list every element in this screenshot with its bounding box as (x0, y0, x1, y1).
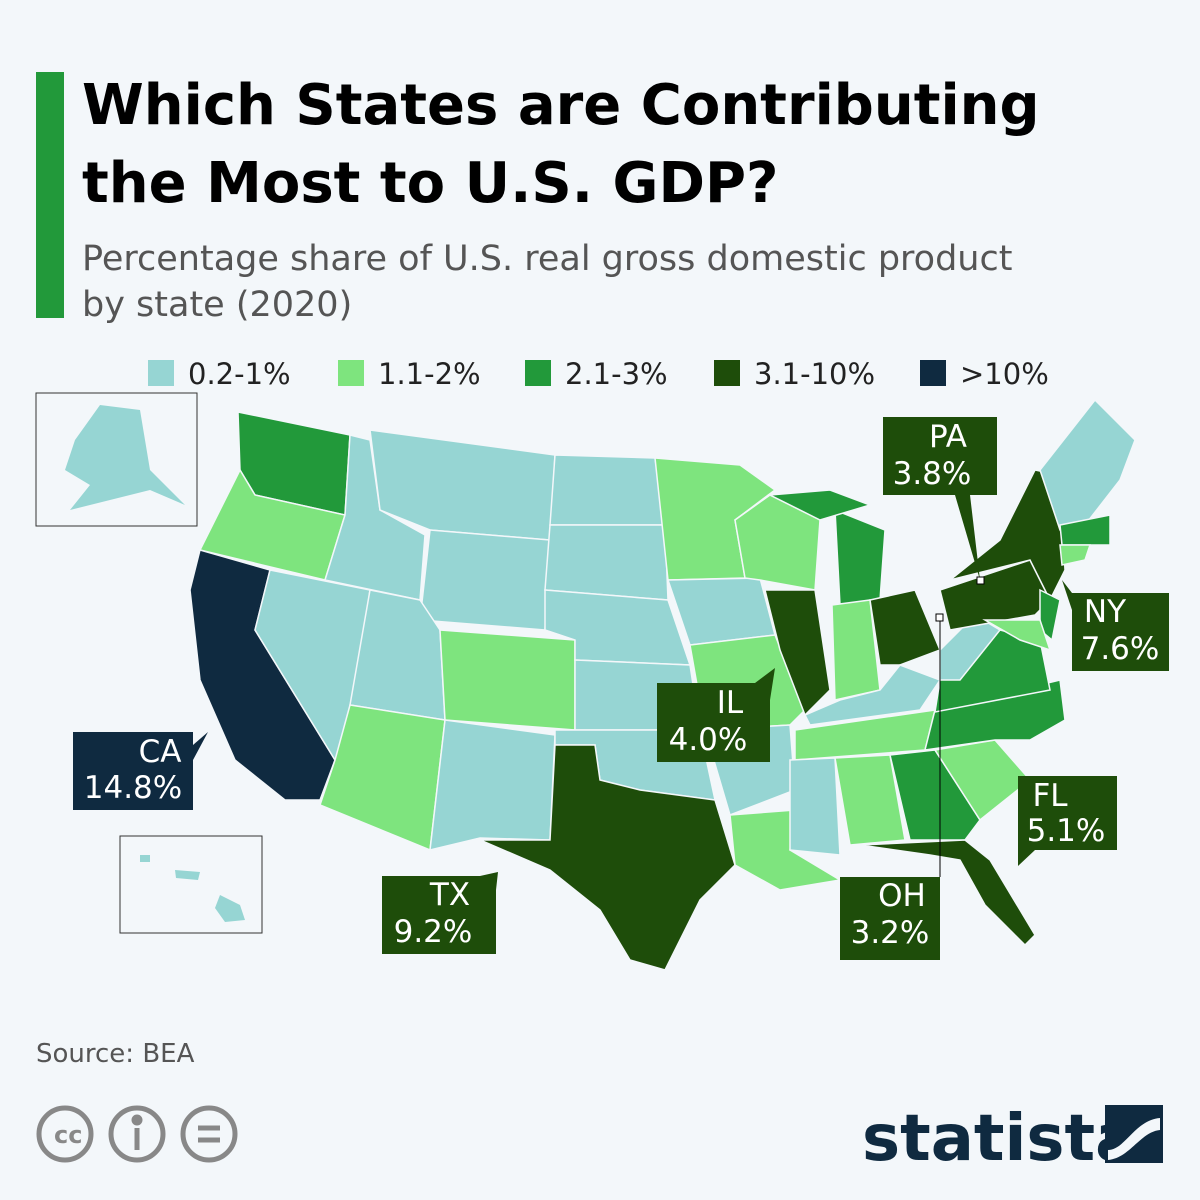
brand: statista (862, 1102, 1138, 1176)
callout-box (382, 872, 498, 954)
callout-box (657, 668, 775, 762)
callout-value: 14.8% (84, 770, 182, 806)
alaska-inset (35, 392, 198, 527)
nd-icon (180, 1105, 238, 1163)
title: the Most to U.S. GDP? (82, 151, 778, 216)
source: Source: BEA (36, 1039, 195, 1069)
subtitle: by state (2020) (82, 285, 352, 325)
accent-bar (36, 72, 64, 318)
legend-label: 2.1-3% (565, 357, 668, 391)
callout-value: 5.1% (1027, 813, 1106, 849)
state (1039, 588, 1061, 642)
callout: PA 3.8% (883, 417, 997, 585)
callout-pointer (935, 613, 944, 622)
state (889, 749, 981, 841)
state (65, 405, 185, 510)
legend-label: 1.1-2% (378, 357, 481, 391)
license-icons (36, 1105, 238, 1163)
state (869, 589, 941, 666)
callout-value: 4.0% (669, 722, 748, 758)
state (140, 855, 150, 862)
callouts: CA 14.8% IL 4.0% TX 9.2% PA 3.8% NY 7.6%… (73, 417, 1169, 960)
callout: NY 7.6% (1062, 580, 1169, 671)
callout-value: 3.8% (893, 456, 972, 492)
legend: 0.2-1% 1.1-2% 2.1-3% 3.1-10% >10% (148, 357, 1049, 391)
callout: TX 9.2% (382, 872, 498, 954)
callout: IL 4.0% (657, 668, 775, 762)
state (544, 524, 669, 601)
state (982, 619, 1052, 652)
hawaii-inset (119, 835, 263, 934)
callout-state: NY (1084, 594, 1126, 630)
state (215, 895, 245, 922)
callout-value: 9.2% (394, 914, 473, 950)
legend-swatch (525, 360, 551, 386)
legend-label: 0.2-1% (188, 357, 291, 391)
cc-text: cc (54, 1121, 82, 1149)
brand-swoosh (1108, 1118, 1160, 1160)
legend-swatch (714, 360, 740, 386)
legend-label: 3.1-10% (754, 357, 875, 391)
legend-label: >10% (960, 357, 1049, 391)
callout-box (73, 732, 208, 810)
state (1059, 514, 1111, 546)
cc-icon (36, 1105, 94, 1163)
state (924, 679, 1066, 751)
state (439, 629, 576, 731)
by-mark (131, 1114, 143, 1126)
callout: CA 14.8% (73, 732, 208, 810)
callout-box (1018, 776, 1117, 866)
state (1059, 544, 1092, 566)
state (419, 529, 551, 631)
callout: OH 3.2% (840, 613, 944, 960)
state (324, 434, 426, 601)
state (479, 744, 736, 971)
callout-state: TX (429, 877, 470, 913)
callout: FL 5.1% (1018, 776, 1117, 866)
callout-box (840, 877, 940, 960)
callout-state: PA (929, 419, 967, 455)
state (803, 664, 942, 726)
callout-value: 7.6% (1081, 631, 1160, 667)
state (175, 870, 200, 880)
callout-state: OH (878, 878, 926, 914)
callout-pointer (976, 576, 985, 585)
callout-box (1062, 580, 1169, 671)
callout-state: CA (139, 734, 182, 770)
callout-state: IL (717, 685, 744, 721)
subtitle: Percentage share of U.S. real gross dome… (82, 239, 1012, 279)
callout-value: 3.2% (851, 915, 930, 951)
state (767, 489, 873, 521)
legend-swatch (148, 360, 174, 386)
state (549, 454, 666, 526)
us-map (35, 392, 1136, 971)
state (429, 719, 556, 851)
state (789, 757, 841, 856)
state (834, 754, 906, 846)
callout-state: FL (1032, 778, 1068, 814)
state (319, 704, 446, 852)
by-icon (108, 1105, 166, 1163)
legend-swatch (920, 360, 946, 386)
callout-box (883, 417, 997, 580)
title: Which States are Contributing (82, 73, 1040, 138)
brand-icon (1105, 1105, 1163, 1163)
legend-swatch (338, 360, 364, 386)
state (764, 589, 831, 717)
